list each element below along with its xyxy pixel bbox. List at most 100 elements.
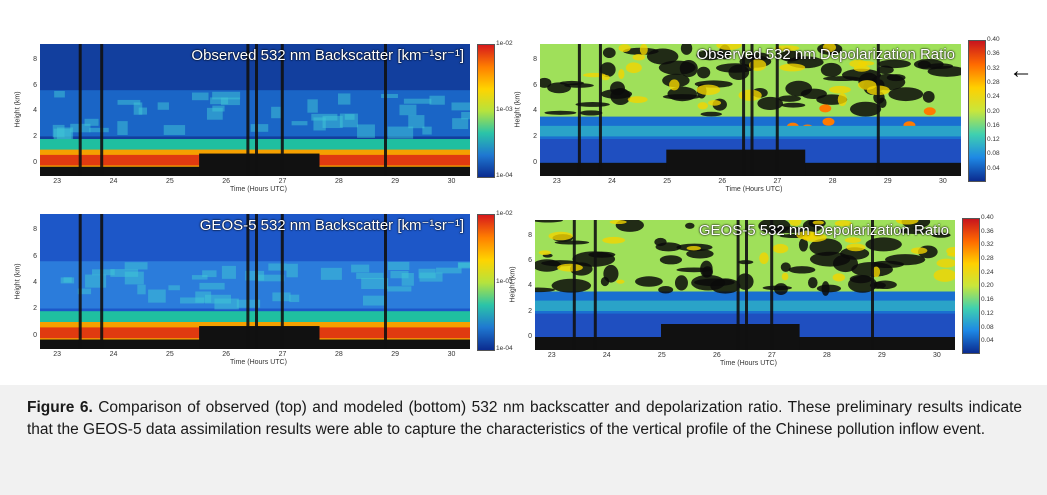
x-tick-label: 24 (109, 178, 118, 185)
x-axis-label: Time (Hours UTC) (725, 186, 783, 193)
y-tick-label: 0 (33, 331, 37, 339)
plot-area: GEOS-5 532 nm Backscatter [km⁻¹sr⁻¹] (40, 214, 470, 349)
colorbar-tick-label: 1e-04 (496, 345, 513, 352)
x-axis-label: Time (Hours UTC) (230, 359, 287, 366)
y-axis-label: Height (km) (509, 266, 517, 303)
colorbar-tick-label: 0.20 (981, 282, 994, 290)
colorbar-tick-label: 0.08 (987, 150, 1000, 158)
colorbar-tick-label: 0.04 (981, 337, 994, 345)
colorbar (477, 214, 495, 351)
plot-area: Observed 532 nm Backscatter [km⁻¹sr⁻¹] (40, 44, 470, 176)
x-tick-label: 26 (222, 178, 231, 185)
panel-title: GEOS-5 532 nm Depolarization Ratio (698, 222, 949, 239)
y-tick-label: 2 (528, 307, 532, 315)
colorbar-tick-label: 0.28 (981, 255, 994, 263)
colorbar (962, 218, 980, 354)
x-tick-label: 29 (878, 352, 886, 359)
colorbar-tick-label: 0.36 (981, 227, 994, 235)
colorbar-tick-label: 1e-03 (496, 277, 513, 285)
x-tick-label: 25 (165, 351, 174, 358)
x-tick-label: 23 (547, 352, 556, 359)
x-tick-label: 30 (447, 351, 456, 358)
x-tick-label: 26 (222, 351, 231, 358)
x-axis-label: Time (Hours UTC) (230, 186, 287, 193)
y-tick-label: 8 (533, 55, 537, 63)
caption-text: Comparison of observed (top) and modeled… (27, 399, 1022, 438)
colorbar-tick-label: 0.24 (987, 93, 1000, 101)
x-tick-label: 29 (391, 351, 400, 358)
y-tick-label: 0 (533, 158, 537, 166)
x-tick-label: 27 (278, 351, 287, 358)
curtain-plot (40, 214, 470, 349)
colorbar-tick-label: 1e-03 (496, 106, 513, 113)
x-tick-label: 24 (109, 351, 118, 358)
colorbar-tick-label: 0.24 (981, 268, 994, 276)
curtain-plot (40, 44, 470, 176)
y-tick-label: 4 (33, 278, 37, 286)
figure-caption: Figure 6. Comparison of observed (top) a… (27, 397, 1022, 440)
y-tick-label: 4 (528, 282, 532, 290)
colorbar-tick-label: 0.20 (987, 107, 1000, 115)
y-axis-label: Height (km) (14, 262, 22, 300)
x-tick-label: 30 (447, 178, 456, 185)
x-tick-label: 29 (883, 178, 892, 185)
y-tick-label: 8 (33, 55, 37, 63)
y-tick-label: 6 (33, 252, 37, 260)
colorbar-tick-label: 0.32 (981, 241, 994, 249)
y-tick-label: 2 (533, 133, 537, 141)
colorbar-tick-label: 0.40 (981, 214, 994, 221)
curtain-plot (535, 220, 955, 350)
colorbar-tick-label: 0.36 (987, 50, 1000, 58)
figure: ← Observed 532 nm Backscatter [km⁻¹sr⁻¹]… (0, 0, 1047, 385)
x-tick-label: 23 (53, 351, 62, 358)
y-tick-label: 4 (533, 107, 537, 115)
y-tick-label: 2 (33, 133, 37, 141)
x-tick-label: 27 (773, 178, 782, 185)
y-tick-label: 8 (33, 226, 37, 234)
x-tick-label: 23 (53, 178, 62, 185)
y-tick-label: 6 (33, 81, 37, 89)
left-arrow-icon: ← (1009, 57, 1033, 84)
y-tick-label: 6 (528, 256, 532, 264)
y-tick-label: 6 (533, 81, 537, 89)
plot-area: GEOS-5 532 nm Depolarization Ratio (535, 220, 955, 350)
panel-title: Observed 532 nm Depolarization Ratio (696, 46, 955, 63)
colorbar-tick-label: 0.16 (981, 296, 994, 304)
y-tick-label: 2 (33, 305, 37, 313)
x-tick-label: 29 (391, 178, 400, 185)
caption-label: Figure 6. (27, 399, 93, 416)
x-tick-label: 26 (712, 352, 721, 359)
y-tick-label: 0 (528, 333, 532, 340)
x-tick-label: 30 (933, 352, 941, 359)
colorbar-tick-label: 0.28 (987, 78, 1000, 86)
x-tick-label: 25 (663, 178, 672, 185)
y-tick-label: 8 (528, 231, 532, 239)
colorbar-tick-label: 0.32 (987, 64, 1000, 72)
colorbar-tick-label: 0.40 (987, 36, 1000, 43)
x-tick-label: 26 (718, 178, 727, 185)
x-tick-label: 25 (657, 352, 666, 359)
x-tick-label: 24 (602, 352, 611, 359)
colorbar-tick-label: 1e-02 (496, 40, 513, 47)
x-tick-label: 30 (938, 178, 947, 185)
y-tick-label: 0 (33, 158, 37, 166)
colorbar (968, 40, 986, 182)
y-axis-label: Height (km) (14, 91, 22, 128)
x-tick-label: 27 (278, 178, 287, 185)
y-tick-label: 4 (33, 107, 37, 115)
x-tick-label: 28 (334, 178, 343, 185)
colorbar-tick-label: 1e-04 (496, 172, 513, 179)
colorbar-tick-label: 0.04 (987, 164, 1000, 172)
x-axis-label: Time (Hours UTC) (720, 360, 777, 367)
panel-title: GEOS-5 532 nm Backscatter [km⁻¹sr⁻¹] (199, 217, 464, 234)
x-tick-label: 24 (608, 178, 616, 185)
x-tick-label: 23 (552, 178, 561, 185)
colorbar-tick-label: 0.12 (987, 136, 1000, 144)
x-tick-label: 28 (334, 351, 343, 358)
panel-title: Observed 532 nm Backscatter [km⁻¹sr⁻¹] (191, 47, 464, 64)
colorbar-tick-label: 0.08 (981, 323, 994, 331)
curtain-plot (540, 44, 961, 176)
colorbar-tick-label: 1e-02 (496, 210, 513, 217)
x-tick-label: 27 (767, 352, 776, 359)
colorbar (477, 44, 495, 178)
